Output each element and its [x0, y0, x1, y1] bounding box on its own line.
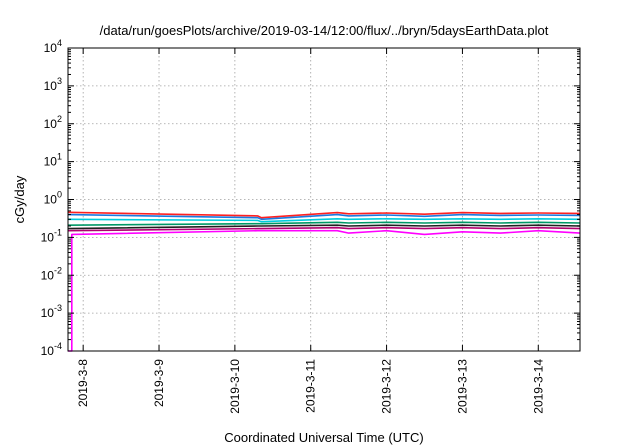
y-tick-label: 103: [44, 76, 62, 93]
series-line-4: [67, 221, 581, 226]
x-axis: 2019-3-8 2019-3-9 2019-3-10 2019-3-11 2019-3…: [76, 48, 545, 414]
y-axis: 10-4 10-3 10-2 10-1 100 101 102 103 104: [41, 38, 580, 358]
x-tick-label: 2019-3-10: [228, 359, 242, 414]
x-tick-label: 2019-3-9: [152, 359, 166, 407]
y-tick-label: 10-1: [41, 227, 62, 244]
chart-title: /data/run/goesPlots/archive/2019-03-14/1…: [100, 23, 549, 38]
series-line-1: [67, 211, 581, 219]
y-tick-label: 100: [44, 190, 62, 207]
y-tick-label: 101: [44, 152, 62, 169]
y-tick-label: 10-2: [41, 265, 62, 282]
series-layer: [67, 211, 581, 352]
x-tick-label: 2019-3-13: [455, 359, 469, 414]
y-axis-label: cGy/day: [12, 175, 27, 223]
y-tick-label: 10-3: [41, 303, 62, 320]
y-tick-label: 10-4: [41, 341, 62, 358]
series-line-7: [68, 229, 581, 352]
x-axis-label: Coordinated Universal Time (UTC): [224, 430, 423, 445]
x-tick-label: 2019-3-14: [531, 359, 545, 414]
series-line-5: [67, 224, 581, 230]
x-tick-label: 2019-3-11: [304, 359, 318, 413]
x-tick-label: 2019-3-8: [76, 359, 90, 407]
grid: [68, 48, 580, 351]
y-tick-label: 104: [44, 38, 62, 55]
series-line-3: [67, 218, 581, 223]
series-line-6: [67, 226, 581, 232]
y-tick-label: 102: [44, 114, 62, 131]
x-tick-label: 2019-3-12: [380, 359, 394, 414]
series-line-2: [67, 213, 581, 221]
